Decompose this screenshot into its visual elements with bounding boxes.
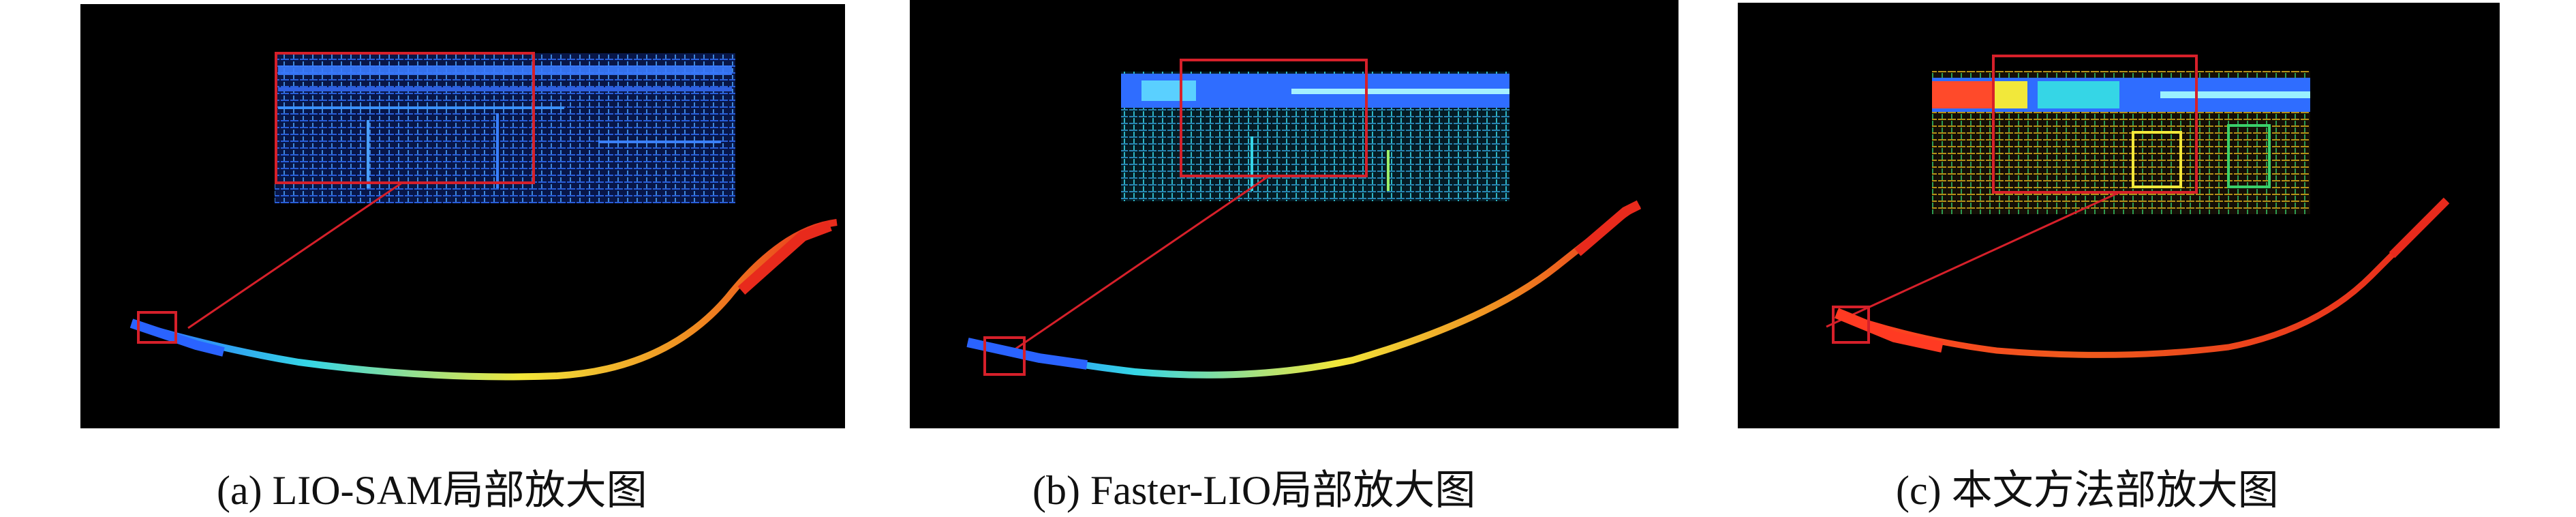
point-cloud-a xyxy=(129,52,838,381)
zoom-box-small-a xyxy=(137,311,177,344)
point-cloud-image-b xyxy=(910,0,1678,428)
zoom-box-small-c xyxy=(1832,306,1870,344)
trajectory-b xyxy=(966,201,1641,379)
point-cloud-image-c xyxy=(1738,3,2500,428)
caption-b: (b) Faster-LIO局部放大图 xyxy=(1032,468,1476,513)
zoom-box-large-b xyxy=(1180,59,1368,177)
trajectory-a xyxy=(130,219,838,381)
caption-c: (c) 本文方法部放大图 xyxy=(1896,468,2279,513)
zoom-box-large-c xyxy=(1992,55,2198,194)
trajectory-c xyxy=(1835,198,2449,358)
zoom-connector-a xyxy=(187,181,403,329)
zoom-connector-b xyxy=(1011,175,1270,353)
zoom-box-small-b xyxy=(983,336,1026,376)
inset-cloud-a xyxy=(275,53,735,203)
zoom-connector-c xyxy=(1826,191,2120,328)
point-cloud-image-a xyxy=(80,4,845,428)
caption-a: (a) LIO-SAM局部放大图 xyxy=(217,468,647,513)
point-cloud-b xyxy=(966,59,1642,379)
zoom-box-large-a xyxy=(275,52,535,184)
point-cloud-c xyxy=(1826,55,2450,358)
